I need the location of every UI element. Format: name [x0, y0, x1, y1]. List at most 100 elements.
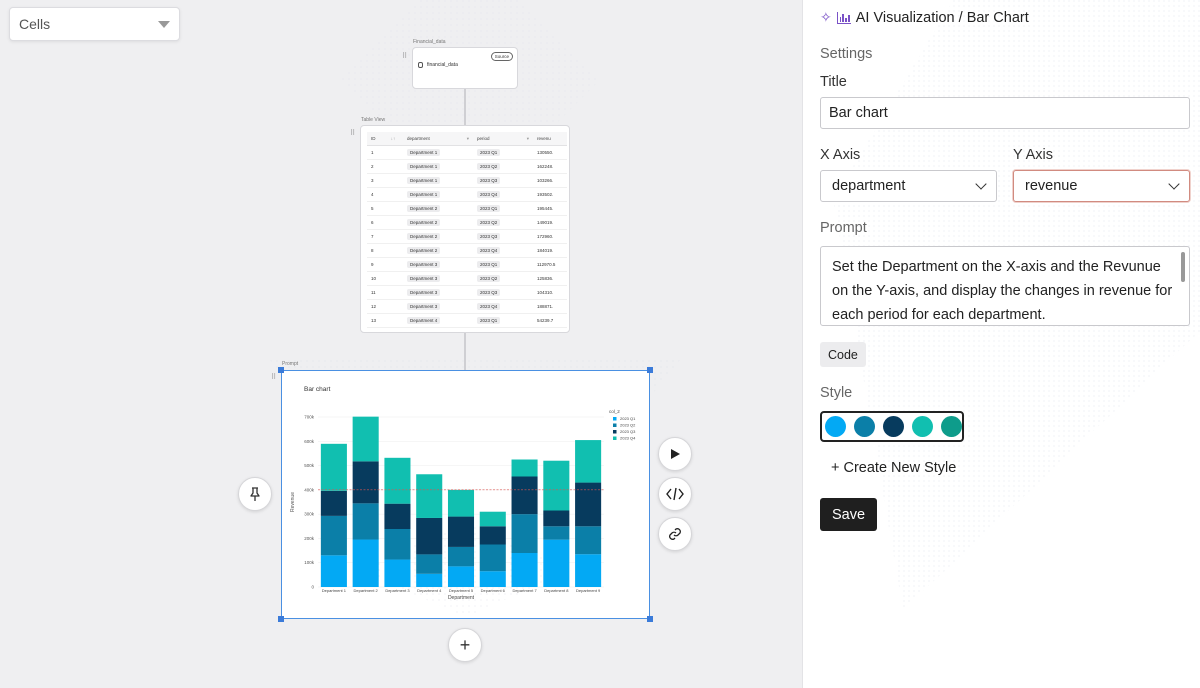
x-tick-label: Department 3	[385, 588, 410, 593]
style-label: Style	[820, 385, 853, 401]
table-row[interactable]: 10 Department 3 2023 Q2 125836.	[367, 272, 567, 286]
table-row[interactable]: 1 Department 1 2023 Q1 130550.	[367, 146, 567, 160]
x-tick-label: Department 6	[481, 588, 506, 593]
column-header-department[interactable]: department ▾	[407, 135, 469, 141]
bar	[384, 457, 411, 504]
source-badge: Source	[490, 52, 513, 61]
code-icon	[666, 487, 684, 501]
table-cell: Department 4	[403, 317, 473, 324]
table-row[interactable]: 5 Department 2 2023 Q1 195445.	[367, 202, 567, 216]
bar	[352, 416, 379, 462]
filter-icon[interactable]: ▾	[526, 135, 529, 141]
prompt-textarea[interactable]: Set the Department on the X-axis and the…	[820, 246, 1190, 326]
column-header-id[interactable]: ID ↓↑	[371, 136, 396, 141]
resize-handle[interactable]	[647, 616, 653, 622]
code-button[interactable]: Code	[820, 342, 866, 367]
column-header-revenue[interactable]: revenu	[537, 136, 551, 141]
scrollbar[interactable]	[1181, 252, 1185, 282]
x-tick-label: Department 8	[544, 588, 569, 593]
table-cell: Department 1	[403, 149, 473, 156]
table-cell: 5	[371, 206, 374, 211]
table-cell: 149019.	[537, 220, 554, 225]
title-input[interactable]: Bar chart	[820, 97, 1190, 129]
run-button[interactable]	[658, 437, 692, 471]
table-cell: Department 3	[403, 261, 473, 268]
canvas[interactable]: Cells Financial_data ⠿ Source financial_…	[0, 0, 802, 688]
y-tick-label: 200k	[304, 536, 315, 541]
column-header-period[interactable]: period ▾	[477, 135, 529, 141]
code-view-button[interactable]	[658, 477, 692, 511]
resize-handle[interactable]	[278, 616, 284, 622]
y-tick-label: 100k	[304, 560, 315, 565]
table-cell: 10	[371, 276, 377, 281]
color-swatch[interactable]	[825, 416, 846, 437]
bar	[447, 516, 475, 547]
table-cell: Department 2	[403, 247, 473, 254]
drag-handle-icon[interactable]: ⠿	[271, 374, 276, 381]
table-view-node[interactable]: ID ↓↑ department ▾ period ▾ revenu 1 Depa…	[360, 125, 570, 333]
drag-handle-icon[interactable]: ⠿	[350, 130, 355, 137]
link-button[interactable]	[658, 517, 692, 551]
create-new-style-button[interactable]: + Create New Style	[831, 460, 957, 476]
table-row[interactable]: 9 Department 3 2023 Q1 112970.5	[367, 258, 567, 272]
bar	[320, 555, 347, 587]
table-row[interactable]: 6 Department 2 2023 Q2 149019.	[367, 216, 567, 230]
save-button[interactable]: Save	[820, 498, 877, 531]
color-swatch[interactable]	[883, 416, 904, 437]
table-row[interactable]: 2 Department 1 2023 Q2 162248.	[367, 160, 567, 174]
pin-button[interactable]	[238, 477, 272, 511]
table-row[interactable]: 12 Department 3 2023 Q4 188871.	[367, 300, 567, 314]
sort-icon[interactable]: ↓↑	[390, 136, 396, 141]
bar	[575, 440, 602, 483]
prompt-label: Prompt	[820, 220, 867, 236]
bar	[320, 490, 347, 516]
settings-heading: Settings	[820, 46, 873, 62]
resize-handle[interactable]	[278, 367, 284, 373]
color-swatch[interactable]	[912, 416, 933, 437]
y-axis-select[interactable]: revenue	[1013, 170, 1190, 202]
table-row[interactable]: 4 Department 1 2023 Q4 193502.	[367, 188, 567, 202]
table-cell: 2	[371, 164, 374, 169]
table-cell: Department 3	[403, 303, 473, 310]
source-node-label: Financial_data	[413, 39, 446, 45]
table-cell: 2023 Q2	[473, 219, 533, 226]
chart-node[interactable]: Bar chart 0 100k 200k 300k 400k 500k 600k 700k R…	[281, 370, 650, 619]
legend-swatch	[613, 423, 617, 427]
table-row[interactable]: 3 Department 1 2023 Q3 103266.	[367, 174, 567, 188]
bar	[320, 443, 347, 491]
resize-handle[interactable]	[647, 367, 653, 373]
legend-label: 2023 Q1	[620, 416, 636, 421]
prompt-node-label: Prompt	[282, 361, 299, 367]
bar	[511, 459, 538, 477]
bar	[384, 503, 411, 530]
table-node-label: Table View	[361, 117, 386, 123]
node-connector	[464, 333, 466, 370]
table-cell: 172960.	[537, 234, 554, 239]
table-cell: 103266.	[537, 178, 554, 183]
legend-label: 2023 Q2	[620, 423, 636, 428]
table-cell: 2023 Q1	[473, 149, 533, 156]
color-swatch[interactable]	[854, 416, 875, 437]
table-row[interactable]: 8 Department 2 2023 Q4 184019.	[367, 244, 567, 258]
y-axis-value: revenue	[1025, 178, 1078, 194]
cells-dropdown[interactable]: Cells	[9, 7, 180, 41]
chevron-down-icon	[975, 178, 987, 190]
table-cell: 2023 Q1	[473, 317, 533, 324]
y-tick-label: 500k	[304, 463, 315, 468]
source-node[interactable]: Source financial_data	[412, 47, 518, 89]
x-axis-select[interactable]: department	[820, 170, 997, 202]
filter-icon[interactable]: ▾	[466, 135, 469, 141]
bar	[479, 511, 506, 527]
table-cell: 195445.	[537, 206, 554, 211]
bar	[416, 573, 443, 587]
table-row[interactable]: 7 Department 2 2023 Q3 172960.	[367, 230, 567, 244]
color-swatch[interactable]	[941, 416, 962, 437]
panel-header: ✧ AI Visualization / Bar Chart	[820, 9, 1029, 26]
node-connector	[464, 89, 466, 125]
table-row[interactable]: 11 Department 3 2023 Q3 104310.	[367, 286, 567, 300]
add-node-button[interactable]: +	[448, 628, 482, 662]
style-swatch-group[interactable]	[820, 411, 964, 442]
table-cell: 1	[371, 150, 374, 155]
drag-handle-icon[interactable]: ⠿	[402, 53, 407, 60]
table-row[interactable]: 13 Department 4 2023 Q1 54239.7	[367, 314, 567, 328]
